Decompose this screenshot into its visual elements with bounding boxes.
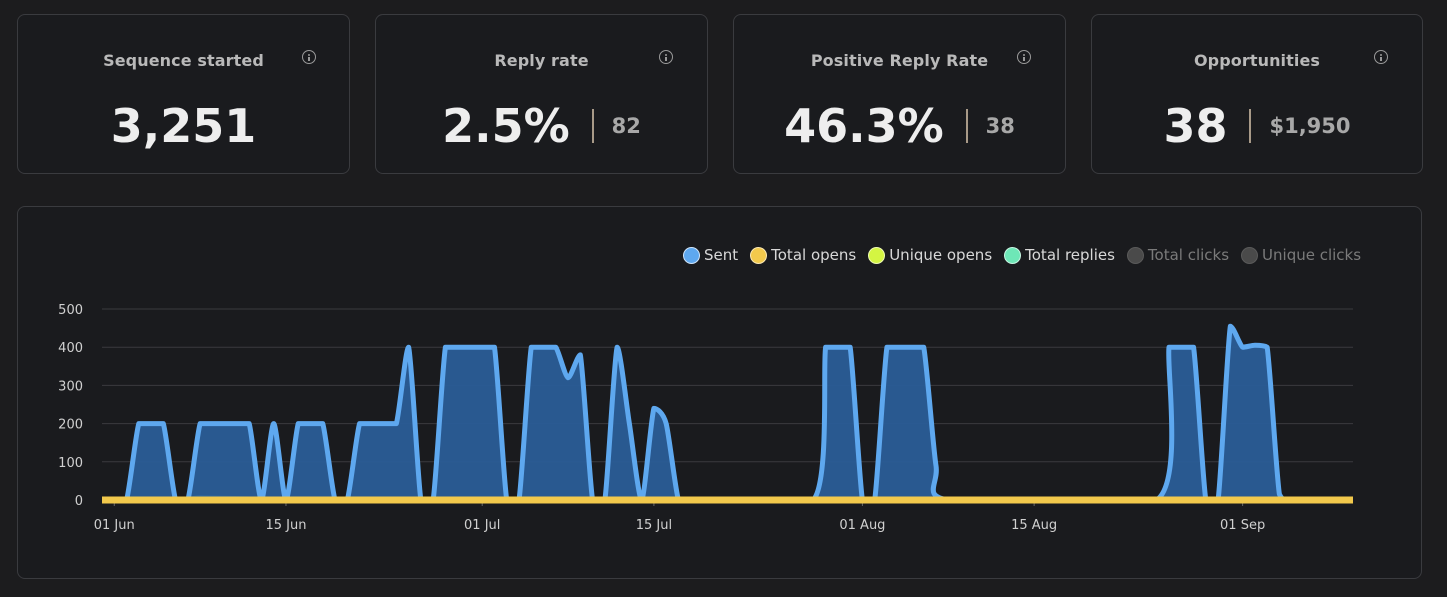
card-value: 3,251 — [110, 99, 257, 153]
card-subvalue: $1,950 — [1269, 114, 1351, 138]
info-icon[interactable] — [659, 50, 673, 64]
info-icon[interactable] — [1017, 50, 1031, 64]
legend-label: Total replies — [1025, 246, 1115, 264]
legend-item-total-replies[interactable]: Total replies — [1004, 246, 1115, 264]
stat-card-opportunities: Opportunities 38 $1,950 — [1091, 14, 1423, 174]
legend-label: Total clicks — [1147, 246, 1230, 264]
legend-item-total-opens[interactable]: Total opens — [750, 246, 856, 264]
legend-swatch — [683, 246, 700, 264]
legend-swatch — [750, 246, 768, 264]
card-value-row: 2.5% 82 — [376, 103, 707, 149]
value-divider — [965, 109, 968, 143]
info-icon[interactable] — [1374, 50, 1388, 64]
card-subvalue: 82 — [611, 114, 641, 138]
card-value: 46.3% — [784, 99, 944, 153]
value-divider — [591, 109, 594, 143]
card-value-row: 3,251 — [18, 103, 349, 149]
legend-item-unique-opens[interactable]: Unique opens — [868, 246, 992, 264]
stat-card-sequence-started: Sequence started 3,251 — [17, 14, 350, 174]
card-title: Sequence started — [103, 51, 264, 70]
card-value: 2.5% — [442, 99, 570, 153]
stat-card-positive-reply-rate: Positive Reply Rate 46.3% 38 — [733, 14, 1066, 174]
legend-label: Sent — [704, 246, 739, 264]
card-subvalue: 38 — [985, 114, 1015, 138]
legend-swatch — [1004, 246, 1022, 264]
card-title: Opportunities — [1193, 51, 1321, 70]
legend-label: Unique opens — [889, 246, 993, 264]
chart-legend: Sent Total opens Unique opens Total repl… — [683, 245, 1373, 265]
card-value-row: 46.3% 38 — [734, 103, 1065, 149]
legend-swatch — [1126, 246, 1144, 264]
info-icon[interactable] — [302, 50, 316, 64]
legend-swatch — [1241, 246, 1259, 264]
legend-label: Unique clicks — [1262, 246, 1362, 264]
legend-label: Total opens — [771, 246, 857, 264]
value-divider — [1249, 109, 1252, 143]
stat-card-reply-rate: Reply rate 2.5% 82 — [375, 14, 708, 174]
legend-item-sent[interactable]: Sent — [683, 246, 738, 264]
card-value: 38 — [1163, 99, 1228, 153]
legend-item-unique-clicks[interactable]: Unique clicks — [1241, 246, 1361, 264]
legend-item-total-clicks[interactable]: Total clicks — [1126, 246, 1230, 264]
card-title: Reply rate — [494, 51, 589, 70]
legend-swatch — [868, 246, 886, 264]
card-value-row: 38 $1,950 — [1092, 103, 1422, 149]
card-title: Positive Reply Rate — [810, 51, 989, 70]
